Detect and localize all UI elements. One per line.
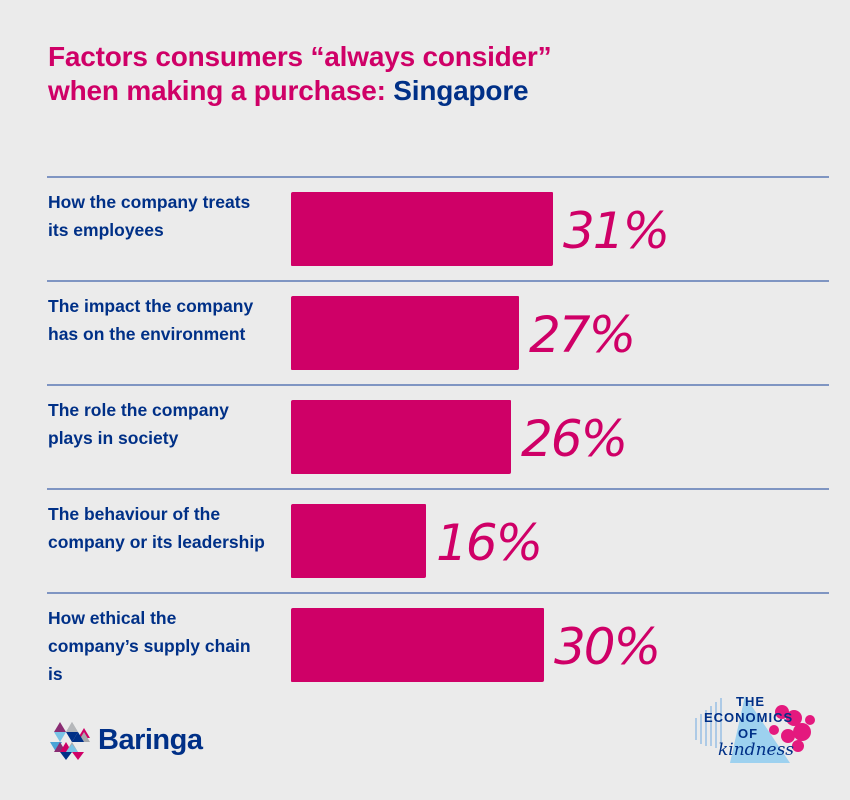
bar	[291, 608, 544, 682]
divider	[47, 592, 829, 594]
divider	[47, 280, 829, 282]
title-line-1: Factors consumers “always consider”	[48, 41, 552, 72]
category-label: How the company treats its employees	[48, 192, 251, 240]
bar	[291, 504, 426, 578]
chart-row: The behaviour of the company or its lead…	[48, 488, 830, 592]
baringa-logo: Baringa	[50, 720, 203, 760]
chart-title: Factors consumers “always consider” when…	[48, 40, 688, 108]
logo-text-of: OF	[738, 726, 759, 741]
value-label: 27%	[529, 306, 636, 364]
logo-text-the: THE	[736, 694, 765, 709]
value-label: 16%	[436, 514, 543, 572]
chart-row: The role the company plays in society 26…	[48, 384, 830, 488]
title-line-2-prefix: when making a purchase:	[48, 75, 394, 106]
chart-row: The impact the company has on the enviro…	[48, 280, 830, 384]
bar	[291, 296, 519, 370]
baringa-wordmark: Baringa	[98, 723, 203, 756]
bar	[291, 400, 511, 474]
chart-row: How ethical the company’s supply chain i…	[48, 592, 830, 696]
logo-text-economics: ECONOMICS	[704, 710, 794, 725]
chart-row: How the company treats its employees 31%	[48, 176, 830, 280]
divider	[47, 384, 829, 386]
title-line-2: when making a purchase: Singapore	[48, 74, 688, 108]
category-label: The role the company plays in society	[48, 400, 229, 448]
category-label: The behaviour of the company or its lead…	[48, 504, 265, 552]
baringa-triangles-icon	[50, 722, 90, 760]
kindness-graphic-icon	[695, 696, 815, 763]
value-label: 26%	[521, 410, 628, 468]
category-label: How ethical the company’s supply chain i…	[48, 608, 251, 684]
title-country: Singapore	[393, 75, 529, 106]
bar	[291, 192, 553, 266]
divider	[47, 488, 829, 490]
category-label: The impact the company has on the enviro…	[48, 296, 254, 344]
economics-of-kindness-logo: THE ECONOMICS OF kindness	[690, 688, 820, 772]
logo-text-kindness: kindness	[718, 740, 795, 760]
divider	[47, 176, 829, 178]
value-label: 30%	[554, 618, 661, 676]
value-label: 31%	[563, 202, 670, 260]
